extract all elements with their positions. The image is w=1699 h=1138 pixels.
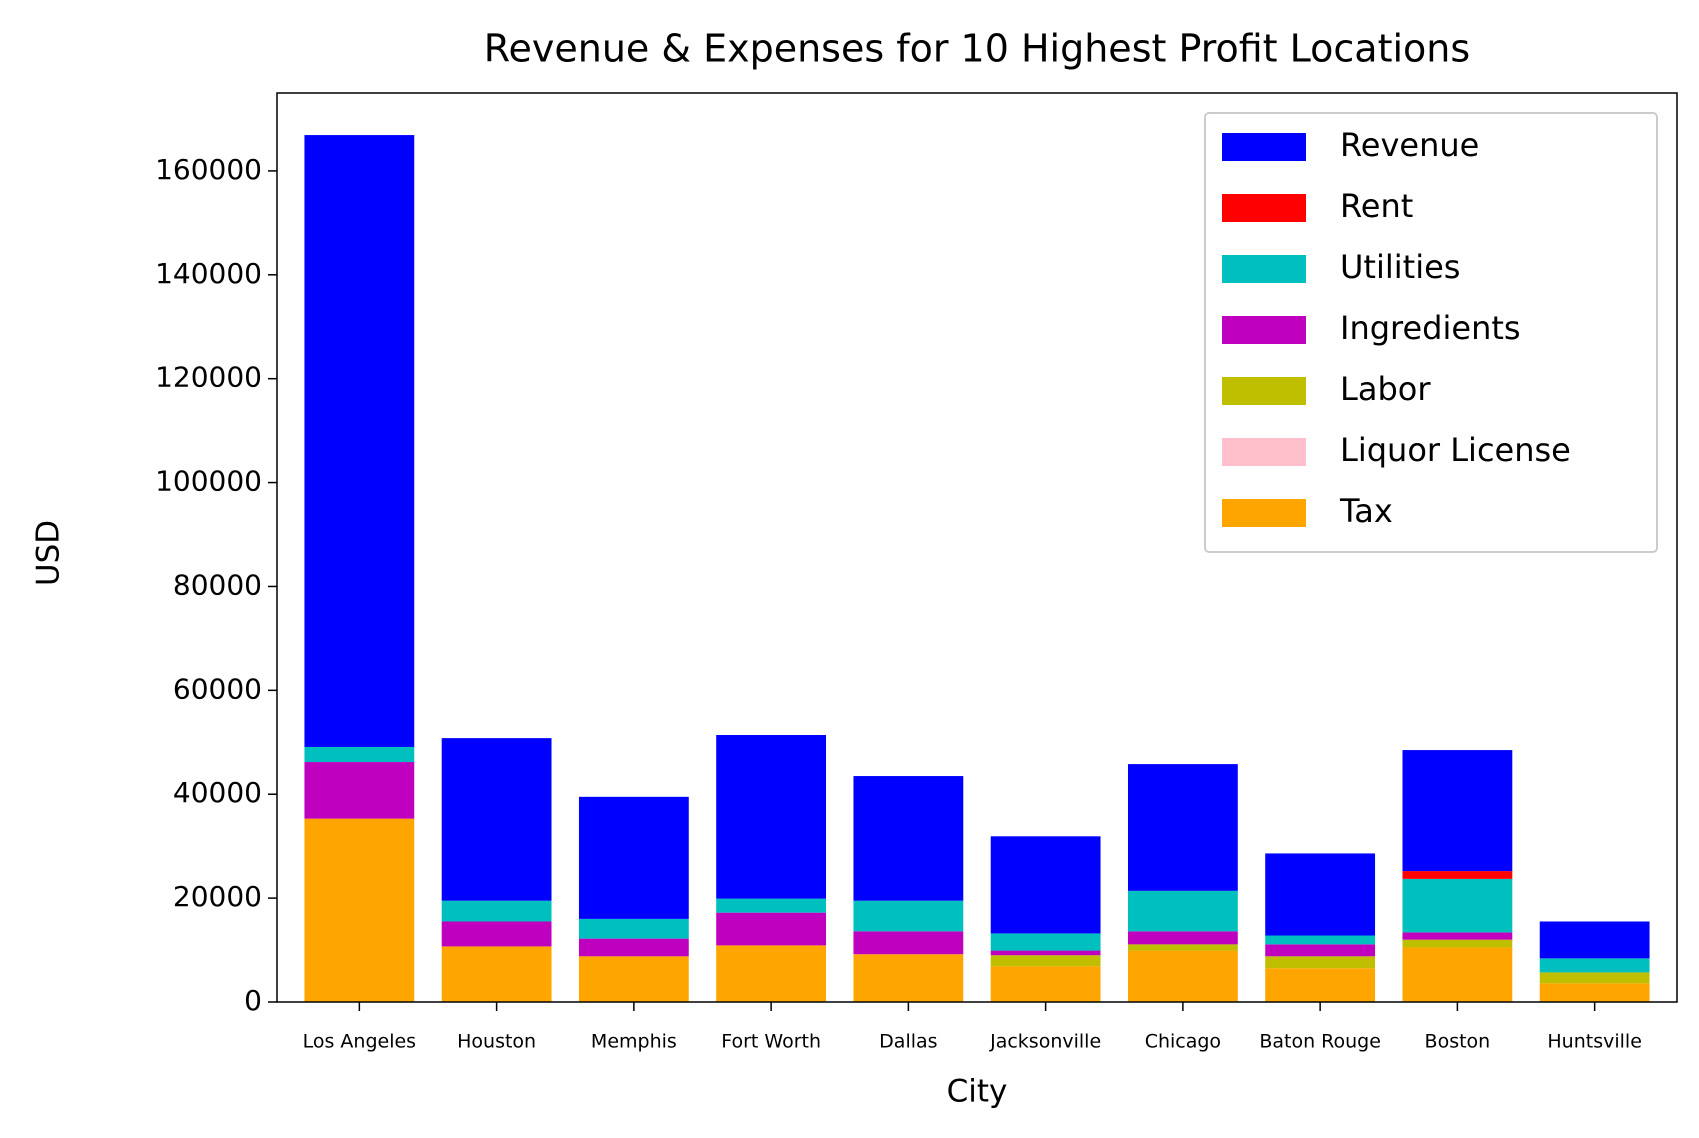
bar-segment: [1265, 853, 1376, 936]
bar-segment: [716, 735, 827, 899]
bar-segment: [304, 135, 415, 747]
x-tick-label: Chicago: [1145, 1031, 1221, 1053]
bar-segment: [1402, 750, 1513, 872]
bar-segment: [441, 921, 552, 947]
x-tick-label: Los Angeles: [303, 1031, 416, 1053]
x-tick-label: Baton Rouge: [1259, 1031, 1381, 1053]
legend-swatch: [1222, 194, 1306, 222]
bar-segment: [1402, 939, 1513, 948]
bar-segment: [1127, 950, 1238, 1002]
bar-segment: [1265, 935, 1376, 945]
bar-segment: [1265, 944, 1376, 957]
y-tick-label: 40000: [173, 776, 262, 809]
bar-segment: [304, 818, 415, 1002]
bar-segment: [1127, 931, 1238, 945]
bar-segment: [853, 900, 964, 932]
bar-segment: [990, 950, 1101, 956]
bar-segment: [1265, 956, 1376, 969]
y-tick-label: 20000: [173, 880, 262, 913]
bar-segment: [1402, 878, 1513, 933]
y-tick-label: 60000: [173, 672, 262, 705]
legend-label: Tax: [1339, 492, 1393, 530]
y-axis-label: USD: [31, 520, 67, 586]
legend-label: Ingredients: [1340, 309, 1521, 347]
bar-segment: [716, 898, 827, 913]
bar-segment: [441, 900, 552, 922]
bar-segment: [990, 933, 1101, 951]
legend-label: Utilities: [1340, 248, 1460, 286]
chart-title: Revenue & Expenses for 10 Highest Profit…: [484, 27, 1470, 71]
bar-segment: [304, 746, 415, 763]
y-tick-label: 120000: [155, 361, 262, 394]
x-tick-label: Fort Worth: [721, 1031, 821, 1053]
x-tick-label: Dallas: [879, 1031, 937, 1053]
bar-segment: [990, 966, 1101, 1002]
bar-segment: [853, 776, 964, 901]
y-tick-label: 100000: [155, 465, 262, 498]
x-tick-label: Huntsville: [1547, 1031, 1642, 1053]
bar-segment: [853, 954, 964, 1002]
legend-swatch: [1222, 499, 1306, 527]
bar-segment: [578, 938, 689, 957]
bar-segment: [990, 955, 1101, 967]
bar-segment: [853, 931, 964, 955]
bar-segment: [1265, 968, 1376, 1002]
legend-swatch: [1222, 377, 1306, 405]
legend-swatch: [1222, 438, 1306, 466]
bar-segment: [1539, 983, 1650, 1002]
legend-label: Labor: [1340, 370, 1431, 408]
bar-segment: [578, 956, 689, 1002]
x-tick-label: Jacksonville: [989, 1031, 1101, 1053]
bar-segment: [1127, 764, 1238, 891]
bar-segment: [1402, 871, 1513, 879]
bar-segment: [1539, 921, 1650, 959]
y-tick-label: 160000: [155, 153, 262, 186]
legend-label: Liquor License: [1340, 431, 1571, 469]
bar-segment: [716, 912, 827, 946]
x-tick-label: Memphis: [591, 1031, 677, 1053]
bar-segment: [1539, 958, 1650, 973]
plot-frame: [276, 92, 1678, 1003]
y-tick-label: 140000: [155, 257, 262, 290]
legend-swatch: [1222, 255, 1306, 283]
bar-segment: [1402, 932, 1513, 940]
legend-swatch: [1222, 133, 1306, 161]
y-tick-label: 80000: [173, 568, 262, 601]
bar-segment: [716, 945, 827, 1002]
legend-label: Rent: [1340, 187, 1413, 225]
legend-swatch: [1222, 316, 1306, 344]
bar-segment: [1539, 972, 1650, 984]
bar-segment: [1402, 947, 1513, 1002]
legend-box: [1204, 112, 1658, 553]
bar-segment: [304, 762, 415, 819]
x-tick-label: Houston: [457, 1031, 536, 1053]
x-tick-label: Boston: [1425, 1031, 1491, 1053]
bar-segment: [578, 796, 689, 919]
bar-segment: [441, 738, 552, 901]
legend-label: Revenue: [1340, 126, 1479, 164]
y-tick-label: 0: [244, 984, 262, 1017]
bar-segment: [990, 836, 1101, 934]
x-axis-label: City: [947, 1074, 1008, 1110]
bar-segment: [441, 946, 552, 1002]
bar-segment: [1127, 944, 1238, 951]
bar-segment: [1127, 890, 1238, 932]
bar-segment: [578, 918, 689, 939]
